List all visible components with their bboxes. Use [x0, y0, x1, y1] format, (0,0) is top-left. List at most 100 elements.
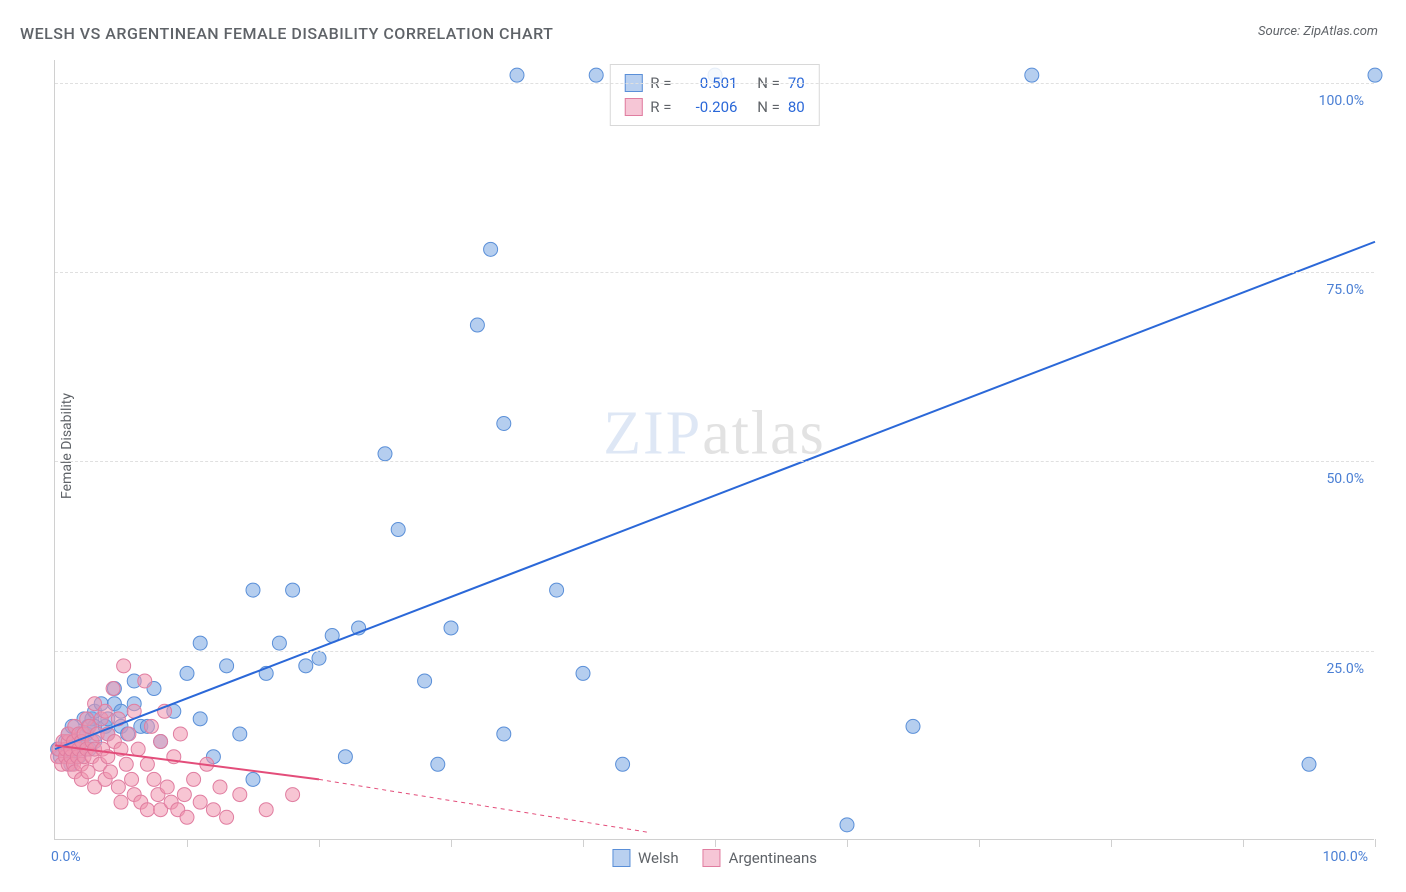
- scatter-point: [484, 242, 498, 256]
- scatter-point: [154, 735, 168, 749]
- scatter-point: [497, 727, 511, 741]
- scatter-point: [213, 780, 227, 794]
- source-attribution: Source: ZipAtlas.com: [1258, 24, 1378, 39]
- scatter-point: [906, 719, 920, 733]
- scatter-point: [497, 416, 511, 430]
- x-tick: [1375, 839, 1376, 847]
- scatter-point: [338, 750, 352, 764]
- scatter-point: [206, 803, 220, 817]
- x-tick: [583, 839, 584, 847]
- legend-item-welsh: Welsh: [612, 849, 679, 867]
- x-axis-max-label: 100.0%: [1323, 849, 1368, 865]
- scatter-point: [125, 772, 139, 786]
- scatter-point: [180, 666, 194, 680]
- scatter-point: [246, 583, 260, 597]
- scatter-point: [117, 659, 131, 673]
- stats-row-arg: R = -0.206 N = 80: [624, 95, 804, 119]
- scatter-point: [589, 68, 603, 82]
- y-tick-label: 50.0%: [1326, 471, 1364, 487]
- scatter-point: [431, 757, 445, 771]
- scatter-point: [160, 780, 174, 794]
- scatter-point: [140, 803, 154, 817]
- regression-line: [319, 779, 649, 832]
- y-tick-label: 100.0%: [1319, 93, 1364, 109]
- swatch-argentineans: [624, 98, 642, 116]
- scatter-point: [840, 818, 854, 832]
- scatter-point: [576, 666, 590, 680]
- regression-line: [55, 242, 1375, 749]
- scatter-point: [114, 795, 128, 809]
- scatter-point: [131, 742, 145, 756]
- gridline-h: [55, 461, 1374, 462]
- n-value-arg: 80: [788, 95, 805, 119]
- y-tick-label: 75.0%: [1326, 282, 1364, 298]
- x-tick: [847, 839, 848, 847]
- scatter-point: [286, 583, 300, 597]
- scatter-point: [378, 447, 392, 461]
- chart-svg: [55, 60, 1374, 839]
- scatter-point: [259, 803, 273, 817]
- n-label: N =: [757, 95, 780, 119]
- scatter-point: [144, 719, 158, 733]
- scatter-point: [1302, 757, 1316, 771]
- scatter-point: [510, 68, 524, 82]
- chart-title: WELSH VS ARGENTINEAN FEMALE DISABILITY C…: [20, 24, 553, 43]
- scatter-point: [391, 523, 405, 537]
- x-tick: [1243, 839, 1244, 847]
- scatter-point: [616, 757, 630, 771]
- scatter-point: [177, 788, 191, 802]
- legend-swatch-welsh: [612, 849, 630, 867]
- x-tick: [187, 839, 188, 847]
- scatter-point: [103, 765, 117, 779]
- scatter-point: [122, 727, 136, 741]
- x-tick: [979, 839, 980, 847]
- scatter-point: [246, 772, 260, 786]
- r-value-arg: -0.206: [679, 95, 737, 119]
- legend-swatch-argentineans: [703, 849, 721, 867]
- scatter-point: [98, 704, 112, 718]
- x-tick: [715, 839, 716, 847]
- scatter-point: [272, 636, 286, 650]
- bottom-legend: Welsh Argentineans: [612, 849, 817, 867]
- x-tick: [319, 839, 320, 847]
- legend-item-arg: Argentineans: [703, 849, 817, 867]
- scatter-point: [312, 651, 326, 665]
- y-tick-label: 25.0%: [1326, 661, 1364, 677]
- scatter-point: [550, 583, 564, 597]
- scatter-point: [233, 727, 247, 741]
- stats-legend-box: R = 0.501 N = 70 R = -0.206 N = 80: [609, 64, 819, 126]
- scatter-point: [111, 780, 125, 794]
- scatter-point: [233, 788, 247, 802]
- gridline-h: [55, 272, 1374, 273]
- scatter-point: [299, 659, 313, 673]
- scatter-point: [1025, 68, 1039, 82]
- x-axis-min-label: 0.0%: [51, 849, 81, 865]
- scatter-point: [220, 659, 234, 673]
- scatter-point: [138, 674, 152, 688]
- scatter-point: [140, 757, 154, 771]
- legend-label-arg: Argentineans: [729, 849, 817, 867]
- r-label: R =: [650, 95, 671, 119]
- scatter-point: [193, 795, 207, 809]
- scatter-point: [470, 318, 484, 332]
- scatter-point: [418, 674, 432, 688]
- scatter-point: [444, 621, 458, 635]
- scatter-point: [187, 772, 201, 786]
- scatter-point: [173, 727, 187, 741]
- scatter-point: [119, 757, 133, 771]
- chart-container: WELSH VS ARGENTINEAN FEMALE DISABILITY C…: [0, 0, 1406, 892]
- scatter-point: [106, 682, 120, 696]
- scatter-point: [286, 788, 300, 802]
- x-tick: [451, 839, 452, 847]
- scatter-point: [147, 772, 161, 786]
- scatter-point: [220, 810, 234, 824]
- gridline-h: [55, 83, 1374, 84]
- gridline-h: [55, 651, 1374, 652]
- x-tick: [1111, 839, 1112, 847]
- scatter-point: [1368, 68, 1382, 82]
- scatter-point: [193, 636, 207, 650]
- scatter-point: [180, 810, 194, 824]
- scatter-point: [193, 712, 207, 726]
- legend-label-welsh: Welsh: [638, 849, 679, 867]
- plot-area: ZIPatlas R = 0.501 N = 70 R = -0.206 N =…: [54, 60, 1374, 840]
